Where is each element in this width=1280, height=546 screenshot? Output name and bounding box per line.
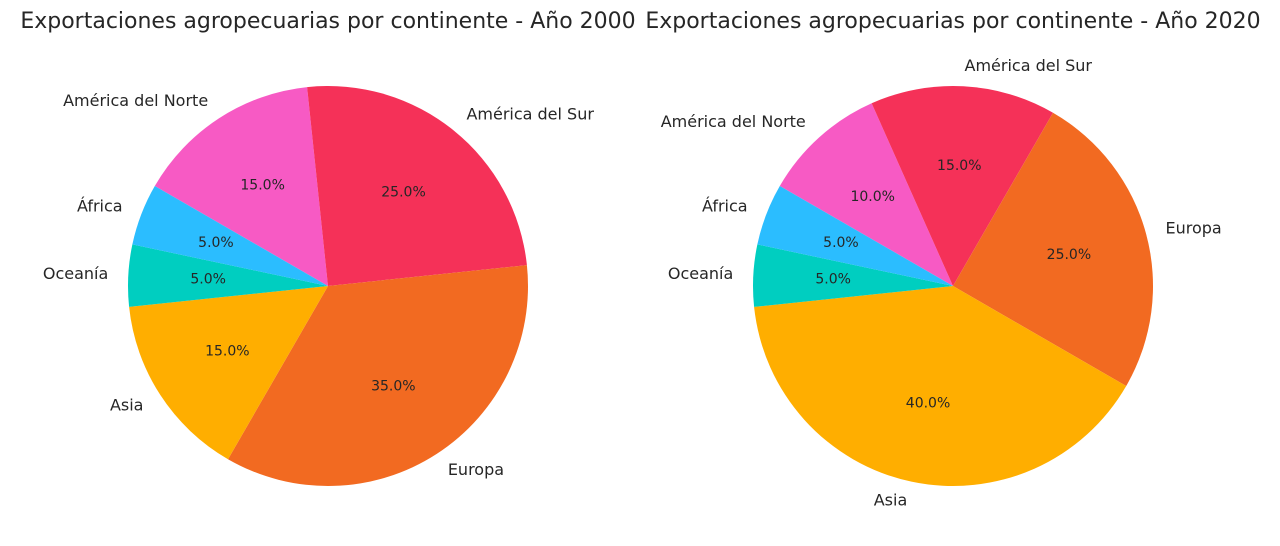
slice-label-asia: Asia xyxy=(874,491,908,510)
pie-labels-2020: América del Norte 10.0% América del Sur 15.… xyxy=(661,56,1222,510)
pct-label-america-del-sur: 15.0% xyxy=(937,158,981,174)
pct-label-oceania: 5.0% xyxy=(190,272,226,288)
pie-slice-asia xyxy=(129,286,328,460)
pie-slices-2020 xyxy=(752,85,1153,487)
pie-slice-asia xyxy=(754,286,1127,487)
slice-label-america-del-sur: América del Sur xyxy=(466,105,594,124)
slice-label-oceania: Oceanía xyxy=(668,264,733,283)
pie-slice-europa xyxy=(953,112,1153,386)
pct-label-africa: 5.0% xyxy=(198,235,234,251)
pie-slices-2000 xyxy=(128,86,528,486)
pie-slice-africa xyxy=(757,186,953,286)
pie-slice-oceania xyxy=(752,244,953,307)
slice-label-america-del-sur: América del Sur xyxy=(965,56,1093,75)
pct-label-asia: 40.0% xyxy=(906,395,950,411)
pie-slice-america-del-norte xyxy=(779,103,953,286)
slice-label-oceania: Oceanía xyxy=(43,264,108,283)
slice-label-america-del-norte: América del Norte xyxy=(63,91,208,110)
pie-slice-america-del-norte xyxy=(154,87,328,287)
pct-label-oceania: 5.0% xyxy=(815,272,851,288)
pie-slice-oceania xyxy=(128,244,328,307)
pct-label-europa: 35.0% xyxy=(371,379,415,395)
chart-title-2020: Exportaciones agropecuarias por continen… xyxy=(645,9,1260,34)
slice-label-europa: Europa xyxy=(1166,219,1222,238)
pie-slice-africa xyxy=(132,186,328,286)
pct-label-asia: 15.0% xyxy=(205,343,249,359)
pie-slice-europa xyxy=(228,265,528,486)
chart-title-2000: Exportaciones agropecuarias por continen… xyxy=(20,9,635,34)
pct-label-africa: 5.0% xyxy=(823,235,859,251)
pie-chart-2020: Exportaciones agropecuarias por continen… xyxy=(645,9,1260,510)
pie-slice-america-del-sur xyxy=(307,86,527,286)
slice-label-africa: África xyxy=(702,197,748,216)
pct-label-america-del-norte: 10.0% xyxy=(850,189,894,205)
pie-chart-2000: Exportaciones agropecuarias por continen… xyxy=(20,9,636,486)
pie-slice-america-del-sur xyxy=(871,85,1053,286)
slice-label-america-del-norte: América del Norte xyxy=(661,112,806,131)
pct-label-america-del-norte: 15.0% xyxy=(240,177,284,193)
slice-label-asia: Asia xyxy=(110,395,144,414)
pie-labels-2000: América del Norte 15.0% América del Sur 25.… xyxy=(43,91,595,479)
pct-label-america-del-sur: 25.0% xyxy=(381,185,425,201)
slice-label-europa: Europa xyxy=(448,460,504,479)
pct-label-europa: 25.0% xyxy=(1047,247,1091,263)
slice-label-africa: África xyxy=(77,197,123,216)
